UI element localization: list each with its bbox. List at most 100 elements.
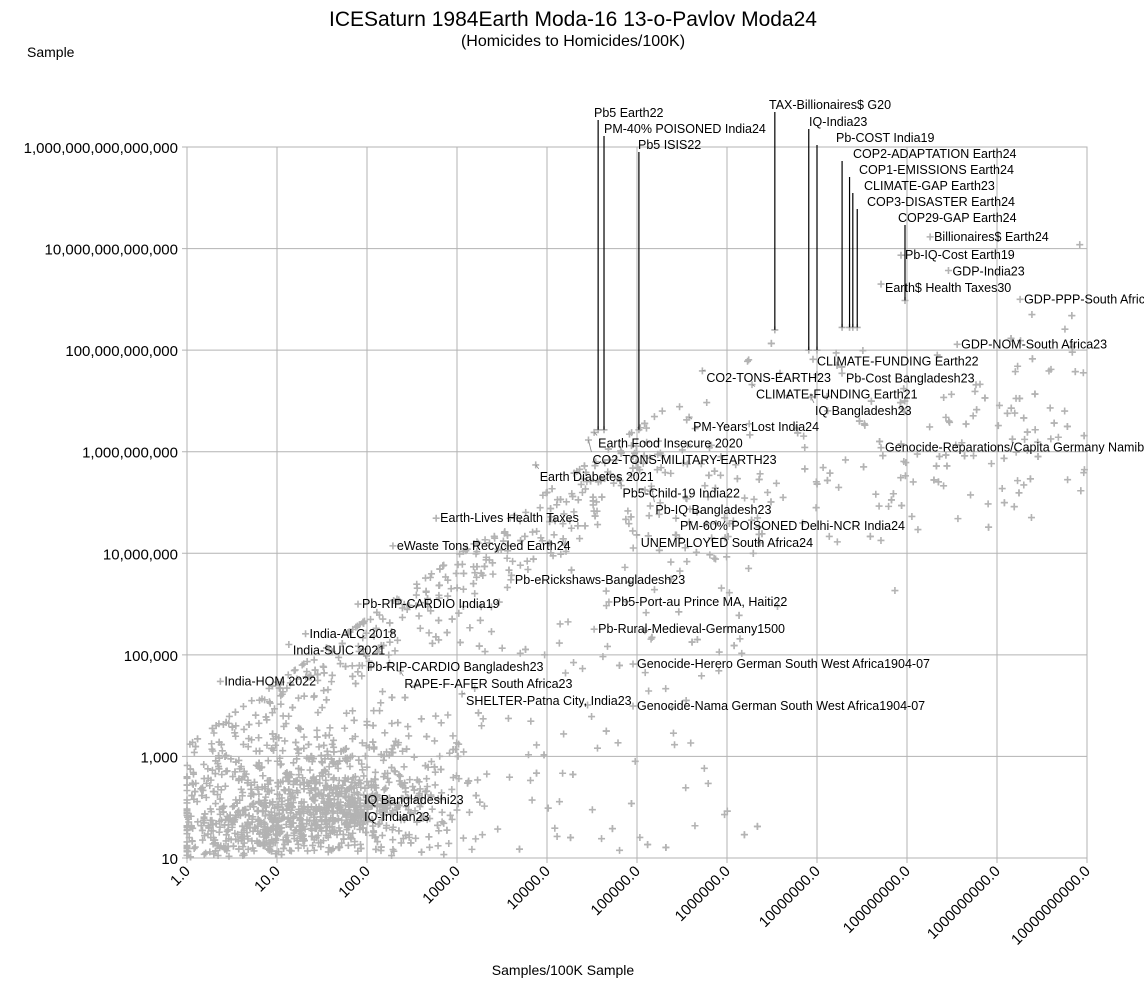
cloud-point <box>338 816 346 824</box>
cloud-point <box>995 401 1003 409</box>
label-connector <box>362 648 367 660</box>
cloud-point <box>330 817 338 825</box>
cloud-point <box>417 715 425 723</box>
cloud-point <box>388 628 396 636</box>
cloud-point <box>622 598 630 606</box>
cloud-point <box>274 779 282 787</box>
cloud-point <box>515 845 523 853</box>
cloud-point <box>349 829 357 837</box>
cloud-point <box>428 639 436 647</box>
cloud-point <box>644 532 652 540</box>
labeled-point <box>897 251 905 259</box>
cloud-point <box>209 747 217 755</box>
cloud-point <box>833 538 841 546</box>
cloud-point <box>395 777 403 785</box>
cloud-point <box>305 817 313 825</box>
cloud-point <box>1080 432 1088 440</box>
cloud-point <box>204 765 212 773</box>
cloud-point <box>281 787 289 795</box>
cloud-point <box>567 566 575 574</box>
cloud-point <box>715 648 723 656</box>
cloud-point <box>295 724 303 732</box>
cloud-point <box>200 760 208 768</box>
cloud-point <box>750 495 758 503</box>
cloud-point <box>625 578 633 586</box>
cloud-point <box>370 745 378 753</box>
cloud-point <box>278 797 286 805</box>
cloud-point <box>303 658 311 666</box>
cloud-point <box>567 524 575 532</box>
cloud-point <box>369 781 377 789</box>
cloud-point <box>426 843 434 851</box>
cloud-point <box>405 833 413 841</box>
cloud-point <box>658 407 666 415</box>
cloud-point <box>1080 466 1088 474</box>
cloud-point <box>712 520 720 528</box>
cloud-point <box>668 703 676 711</box>
cloud-point <box>547 549 555 557</box>
data-label: PM-60% POISONED Delhi-NCR India24 <box>680 519 905 533</box>
cloud-point <box>321 755 329 763</box>
cloud-point <box>255 734 263 742</box>
cloud-point <box>1076 241 1084 249</box>
cloud-point <box>378 831 386 839</box>
cloud-point <box>1046 404 1054 412</box>
cloud-point <box>222 751 230 759</box>
labeled-point <box>877 280 885 288</box>
cloud-point <box>723 807 731 815</box>
cloud-point <box>329 814 337 822</box>
cloud-point <box>211 836 219 844</box>
cloud-point <box>967 491 975 499</box>
cloud-point <box>914 526 922 534</box>
data-label: CO2-TONS-EARTH23 <box>706 371 831 385</box>
cloud-point <box>631 757 639 765</box>
labeled-point <box>458 690 466 698</box>
cloud-point <box>632 448 640 456</box>
cloud-point <box>305 673 313 681</box>
cloud-point <box>336 788 344 796</box>
cloud-point <box>206 805 214 813</box>
cloud-point <box>641 486 649 494</box>
cloud-point <box>489 559 497 567</box>
cloud-point <box>208 724 216 732</box>
cloud-point <box>382 822 390 830</box>
cloud-point <box>426 574 434 582</box>
data-label: Earth-Lives Health Taxes <box>440 511 579 525</box>
cloud-point <box>340 835 348 843</box>
cloud-point <box>738 649 746 657</box>
cloud-point <box>279 806 287 814</box>
x-tick-labels: 1.0 10.0 100.0 1000.0 10000.0 100000.0 1000000… <box>167 863 1094 949</box>
cloud-point <box>297 830 305 838</box>
cloud-point <box>232 732 240 740</box>
cloud-point <box>505 566 513 574</box>
cloud-point <box>470 540 478 548</box>
cloud-point <box>480 802 488 810</box>
cloud-point <box>644 841 652 849</box>
cloud-point <box>564 618 572 626</box>
cloud-point <box>799 519 807 527</box>
cloud-point <box>267 826 275 834</box>
cloud-point <box>685 518 693 526</box>
cloud-point <box>860 463 868 471</box>
cloud-point <box>194 735 202 743</box>
cloud-point <box>327 799 335 807</box>
cloud-point <box>1020 414 1028 422</box>
cloud-point <box>247 781 255 789</box>
cloud-point <box>599 653 607 661</box>
cloud-point <box>721 534 729 542</box>
cloud-point <box>199 836 207 844</box>
cloud-point <box>285 785 293 793</box>
cloud-point <box>355 756 363 764</box>
cloud-point <box>283 769 291 777</box>
callout-label: COP1-EMISSIONS Earth24 <box>859 163 1014 177</box>
callout-label: IQ-India23 <box>809 115 867 129</box>
cloud-point <box>270 814 278 822</box>
cloud-point <box>435 827 443 835</box>
cloud-point <box>393 595 401 603</box>
cloud-point <box>218 771 226 779</box>
cloud-point <box>472 792 480 800</box>
cloud-point <box>474 776 482 784</box>
cloud-point <box>338 784 346 792</box>
cloud-point <box>293 787 301 795</box>
cloud-point <box>594 521 602 529</box>
